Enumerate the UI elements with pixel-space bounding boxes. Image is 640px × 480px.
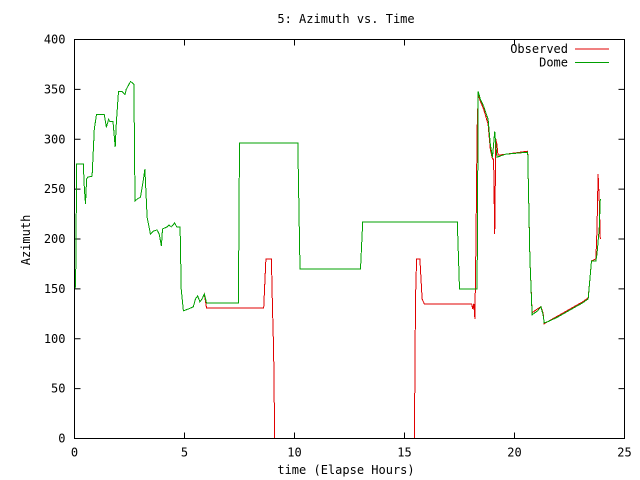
legend-label-observed: Observed [510,42,568,56]
y-tick-label: 350 [44,82,66,96]
y-tick-label: 300 [44,132,66,146]
x-tick-label: 10 [287,446,301,460]
y-tick-label: 150 [44,282,66,296]
y-axis-label: Azimuth [19,215,33,266]
y-tick-label: 50 [51,382,65,396]
chart-title: 5: Azimuth vs. Time [277,12,414,26]
x-tick-label: 5 [181,446,188,460]
x-axis-label: time (Elapse Hours) [277,463,414,477]
y-tick-label: 200 [44,232,66,246]
y-tick-label: 400 [44,33,66,47]
x-tick-label: 15 [397,446,411,460]
x-tick-label: 25 [617,446,631,460]
y-tick-label: 250 [44,182,66,196]
y-tick-label: 0 [58,432,65,446]
legend-label-dome: Dome [539,56,568,70]
x-tick-label: 20 [507,446,521,460]
y-tick-label: 100 [44,332,66,346]
series-line-observed [74,80,601,439]
plot-frame [74,39,625,439]
series-line-dome [74,80,601,324]
x-tick-label: 0 [71,446,78,460]
